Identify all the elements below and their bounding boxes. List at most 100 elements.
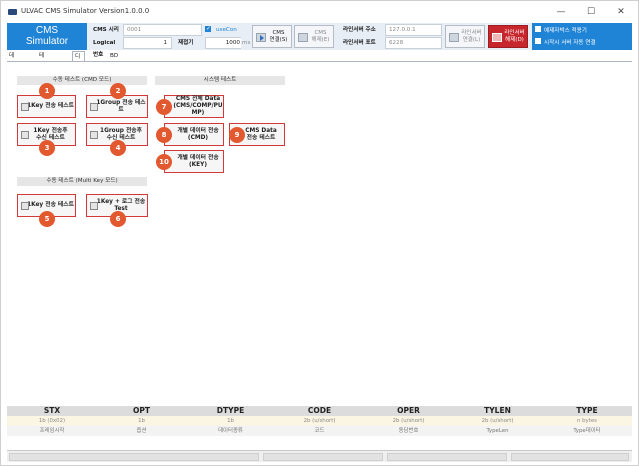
ls-disconnect-label: 라인서버 해제(D)	[504, 30, 525, 43]
maximize-button[interactable]: ☐	[586, 7, 596, 17]
test-button-label: 개별 데이터 전송 (CMD)	[177, 127, 219, 141]
protocol-desc-cell: 데이터종류	[218, 428, 243, 434]
line-server-connect-button[interactable]: 라인서버 연결(L)	[445, 25, 485, 48]
send-icon	[90, 131, 98, 139]
protocol-header-cell: TYPE	[576, 406, 598, 415]
test-button-label: 개별 데이터 전송 (KEY)	[177, 154, 219, 168]
test-button-cms-all-data[interactable]: CMS 전체 Data (CMS/COMP/PU MP)	[164, 95, 224, 118]
step-badge: 10	[156, 154, 172, 170]
test-button-individual-key[interactable]: 개별 데이터 전송 (KEY)	[164, 150, 224, 173]
test-button-label: 1Key 전송후 수신 테스트	[33, 127, 68, 141]
cms-serial-label: CMS 시리얼	[89, 24, 122, 45]
test-button-label: CMS 전체 Data (CMS/COMP/PU MP)	[173, 96, 223, 116]
protocol-header-cell: DTYPE	[216, 406, 245, 415]
protocol-desc-cell: TypeLen	[486, 428, 509, 434]
test-button-1key-send-recv[interactable]: 1Key 전송후 수신 테스트	[17, 123, 76, 146]
protocol-value-cell: 2b (u/short)	[303, 418, 336, 424]
retry-input[interactable]: 1000	[205, 37, 243, 49]
protocol-header-cell: OPER	[397, 406, 420, 415]
step-badge: 5	[39, 211, 55, 227]
logo-line-2: Simulator	[25, 36, 69, 47]
minimize-button[interactable]: —	[556, 7, 566, 17]
line-server-addr-input[interactable]: 127.0.0.1	[385, 24, 442, 36]
retry-label: 재접기	[174, 37, 204, 49]
status-segment	[511, 453, 629, 461]
send-icon	[21, 131, 29, 139]
ls-connect-label: 라인서버 연결(L)	[461, 30, 482, 43]
protocol-value-cell: n bytes	[577, 418, 597, 424]
protocol-desc-cell: 옵션	[136, 428, 147, 434]
status-bar	[7, 450, 632, 462]
protocol-header-cell: CODE	[307, 406, 332, 415]
protocol-desc-cell: 동담번호	[398, 428, 419, 434]
use-con-label: useCon	[216, 27, 237, 33]
test-button-label: 1Key 전송 테스트	[27, 202, 74, 208]
protocol-desc-cell: 코드	[314, 428, 325, 434]
send-icon	[21, 202, 29, 210]
test-button-label: 1Key + 로그 전송 Test	[96, 198, 146, 212]
test-button-label: 1Key 전송 테스트	[27, 103, 74, 109]
play-icon	[256, 33, 266, 42]
protocol-value-cell: 1b (0x02)	[38, 418, 66, 424]
opt2-label: 시작시 서버 자동 연결	[544, 40, 596, 46]
step-badge: 3	[39, 140, 55, 156]
window-title: ULVAC CMS Simulator Version1.0.0.0	[21, 7, 150, 15]
title-bar: ULVAC CMS Simulator Version1.0.0.0 — ☐ ✕	[1, 1, 638, 23]
group-system: 시스템 테스트	[155, 76, 285, 85]
test-button-label: 1Group 전송후 수신 테스트	[100, 127, 142, 141]
protocol-header-cell: TYLEN	[484, 406, 511, 415]
connect-icon	[449, 33, 459, 42]
logical-no-label: Logical 번호	[89, 37, 122, 58]
logo-line-1: CMS	[35, 25, 59, 36]
debug-panel: 수동 테스트 (CMD 모드) 시스템 테스트 수동 테스트 (Multi Ke…	[7, 61, 632, 406]
protocol-value-cell: 1b	[227, 418, 234, 424]
protocol-value-cell: 2b (u/short)	[481, 418, 514, 424]
step-badge: 7	[156, 99, 172, 115]
test-button-1group-send[interactable]: 1Group 전송 테스트	[86, 95, 148, 118]
cms-disconnect-button[interactable]: CMS 해제(E)	[294, 25, 334, 48]
step-badge: 8	[156, 127, 172, 143]
protocol-desc-cell: 프레임시작	[39, 428, 65, 434]
group-manual-cmd: 수동 테스트 (CMD 모드)	[17, 76, 147, 85]
line-server-addr-label: 라인서버 주소	[339, 24, 384, 36]
cms-serial-input[interactable]: 0001	[123, 24, 202, 36]
line-server-disconnect-button[interactable]: 라인서버 해제(D)	[488, 25, 528, 48]
app-logo: CMS Simulator	[7, 23, 87, 50]
options-panel: 예제자박스 적용기 시작시 서버 자동 연결	[532, 23, 632, 50]
cms-connect-label: CMS 연결(S)	[269, 30, 288, 43]
app-icon	[8, 9, 17, 15]
protocol-header-row: STX OPT DTYPE CODE OPER TYLEN TYPE	[7, 406, 632, 416]
close-button[interactable]: ✕	[617, 7, 625, 17]
status-segment	[9, 453, 259, 461]
disconnect-icon	[492, 33, 502, 42]
protocol-desc-cell: Type데이터	[573, 428, 601, 434]
protocol-value-row: 1b (0x02) 1b 1b 2b (u/short) 2b (u/short…	[7, 416, 632, 426]
opt1-label: 예제자박스 적용기	[544, 28, 587, 34]
group-manual-multi: 수동 테스트 (Multi Key 모드)	[17, 177, 147, 186]
opt1-checkbox[interactable]	[535, 25, 541, 32]
cms-connect-button[interactable]: CMS 연결(S)	[252, 25, 292, 48]
step-badge: 4	[110, 140, 126, 156]
send-icon	[21, 103, 29, 111]
status-segment	[263, 453, 383, 461]
header-bar: CMS Simulator CMS 시리얼 0001 Logical 번호 1 …	[7, 23, 632, 58]
send-icon	[90, 103, 98, 111]
protocol-header-cell: OPT	[133, 406, 150, 415]
test-button-label: 1Group 전송 테스트	[96, 99, 146, 113]
send-icon	[90, 202, 98, 210]
logical-no-input[interactable]: 1	[123, 37, 172, 49]
opt2-checkbox[interactable]	[535, 37, 541, 44]
stop-icon	[298, 33, 308, 42]
protocol-value-cell: 2b (u/short)	[392, 418, 425, 424]
step-badge: 9	[229, 127, 245, 143]
test-button-label: CMS Data 전송 테스트	[245, 127, 277, 141]
use-con-checkbox[interactable]	[205, 25, 211, 32]
cms-disconnect-label: CMS 해제(E)	[311, 30, 330, 43]
step-badge: 1	[39, 83, 55, 99]
line-server-port-input[interactable]: 6228	[385, 37, 442, 49]
protocol-desc-row: 프레임시작 옵션 데이터종류 코드 동담번호 TypeLen Type데이터	[7, 426, 632, 436]
protocol-value-cell: 1b	[138, 418, 145, 424]
protocol-header-cell: STX	[43, 406, 61, 415]
test-button-individual-cmd[interactable]: 개별 데이터 전송 (CMD)	[164, 123, 224, 146]
